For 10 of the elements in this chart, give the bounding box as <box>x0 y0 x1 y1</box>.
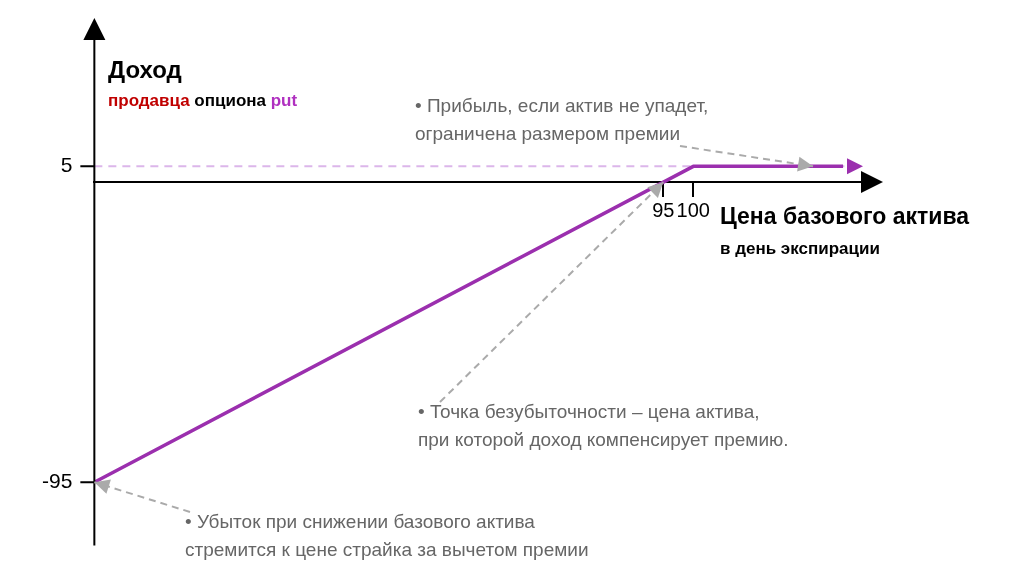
y-tick-label: -95 <box>41 469 73 493</box>
annotation: • Прибыль, если актив не упадет, ограничена размером премии <box>415 95 709 144</box>
annotation: • Убыток при снижении базового актива стремится к цене страйка за вычетом премии <box>185 511 589 560</box>
text: продавца опциона put <box>108 91 298 110</box>
x-axis-title: Цена базового актива в день экспирации <box>720 203 970 259</box>
x-tick-label: 95 <box>652 198 675 221</box>
annotation: • Точка безубыточности – цена актива, при которой доход компенсирует премию. <box>418 401 789 450</box>
x-tick-label: 100 <box>676 198 710 221</box>
y-axis-title: Доход <box>108 56 182 83</box>
y-tick-label: 5 <box>60 153 73 177</box>
